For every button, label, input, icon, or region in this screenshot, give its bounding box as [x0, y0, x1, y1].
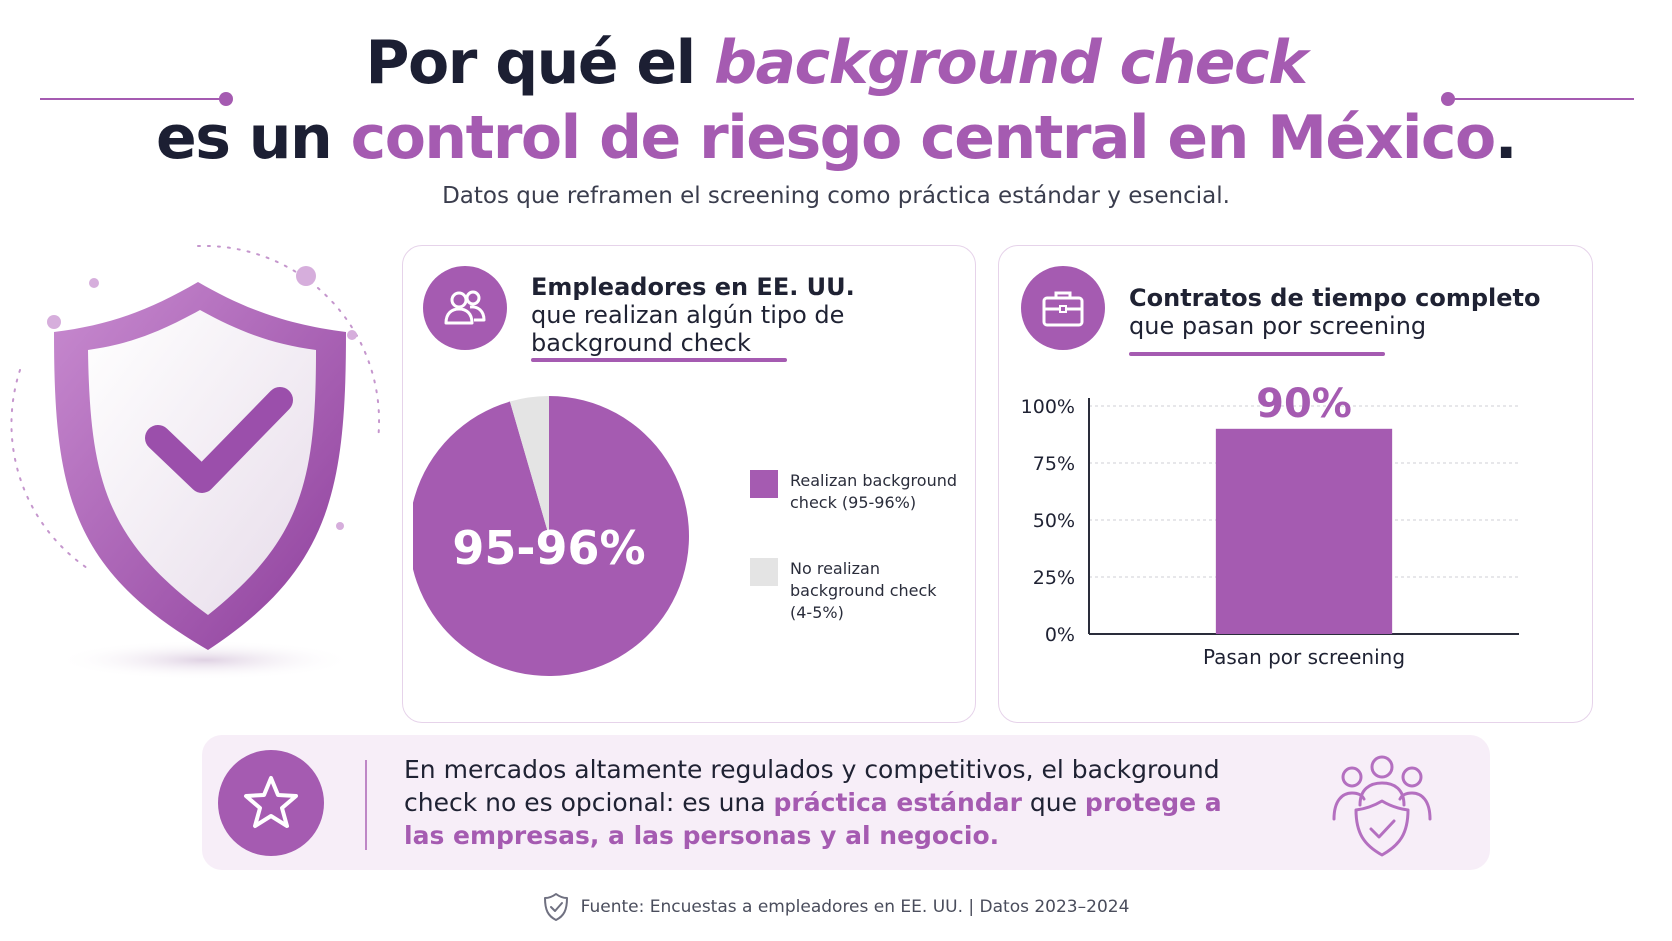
- people-icon: [444, 290, 486, 325]
- legend-item-realizan: Realizan background check (95-96%): [750, 470, 960, 514]
- y-tick-label: 100%: [1021, 396, 1075, 418]
- title-accent-1: background check: [714, 28, 1308, 98]
- callout-highlight-2: protege a las empresas, a las personas y…: [404, 788, 1222, 850]
- star-icon: [244, 776, 298, 828]
- card1-underline: [531, 358, 787, 362]
- card1-icon-circle: [423, 266, 507, 350]
- footer: Fuente: Encuestas a empleadores en EE. U…: [0, 892, 1672, 922]
- pie-chart-card: Empleadores en EE. UU. que realizan algú…: [402, 245, 976, 723]
- left-deco-line: [40, 98, 226, 100]
- page-subtitle: Datos que reframen el screening como prá…: [442, 183, 1230, 209]
- shield-check-icon: [543, 893, 568, 921]
- callout-text-1: En mercados altamente regulados y compet…: [404, 755, 1220, 817]
- legend-label-no-realizan: No realizan background check (4-5%): [790, 559, 937, 622]
- card2-heading-bold: Contratos de tiempo completo: [1129, 284, 1541, 312]
- y-tick-label: 75%: [1033, 453, 1075, 475]
- pie-chart: 95-96%: [413, 396, 689, 676]
- card1-heading-rest-2: background check: [531, 329, 751, 357]
- callout-divider: [365, 760, 367, 850]
- callout-star-circle: [218, 750, 324, 856]
- card1-heading-rest-1: que realizan algún tipo de: [531, 301, 845, 329]
- callout-box: En mercados altamente regulados y compet…: [202, 735, 1490, 870]
- briefcase-icon: [1042, 291, 1084, 327]
- shield-illustration: [10, 240, 381, 690]
- card2-heading: Contratos de tiempo completo que pasan p…: [1129, 284, 1569, 340]
- page-title-line2: es un control de riesgo central en Méxic…: [156, 103, 1517, 173]
- left-deco-dot: [219, 92, 233, 106]
- pie-slice-1: [509, 396, 549, 536]
- legend-label-realizan: Realizan background check (95-96%): [790, 471, 957, 512]
- callout-text: En mercados altamente regulados y compet…: [404, 753, 1264, 852]
- bar-chart-card: Contratos de tiempo completo que pasan p…: [998, 245, 1593, 723]
- card2-heading-rest: que pasan por screening: [1129, 312, 1427, 340]
- bar-data-label: 90%: [1256, 386, 1352, 427]
- y-tick-label: 25%: [1033, 567, 1075, 589]
- y-tick-label: 0%: [1045, 624, 1075, 646]
- footer-source-text: Fuente: Encuestas a empleadores en EE. U…: [580, 897, 1130, 917]
- card1-heading-bold: Empleadores en EE. UU.: [531, 273, 855, 301]
- card2-icon-circle: [1021, 266, 1105, 350]
- pie-slice-0: [413, 396, 689, 676]
- card1-heading: Empleadores en EE. UU. que realizan algú…: [531, 273, 951, 357]
- bar-0: [1215, 428, 1393, 634]
- shield-check-illustration-icon: [10, 244, 381, 680]
- people-shield-icon: [1322, 753, 1442, 861]
- page-title-line1: Por qué el background check: [365, 28, 1308, 98]
- callout-text-2: que: [1021, 788, 1085, 817]
- right-deco-line: [1448, 98, 1634, 100]
- legend-item-no-realizan: No realizan background check (4-5%): [750, 558, 960, 624]
- title-accent-2: control de riesgo central en México: [350, 103, 1497, 173]
- card2-underline: [1129, 352, 1385, 356]
- bar-chart: 0% 25% 50% 75% 100% 90% Pasan por screening: [1021, 386, 1519, 669]
- pie-data-label: 95-96%: [452, 521, 645, 575]
- legend-swatch-no-realizan: [750, 558, 778, 586]
- callout-highlight-1: práctica estándar: [773, 788, 1022, 817]
- legend-swatch-realizan: [750, 470, 778, 498]
- right-deco-dot: [1441, 92, 1455, 106]
- x-tick-label: Pasan por screening: [1203, 645, 1405, 669]
- y-tick-label: 50%: [1033, 510, 1075, 532]
